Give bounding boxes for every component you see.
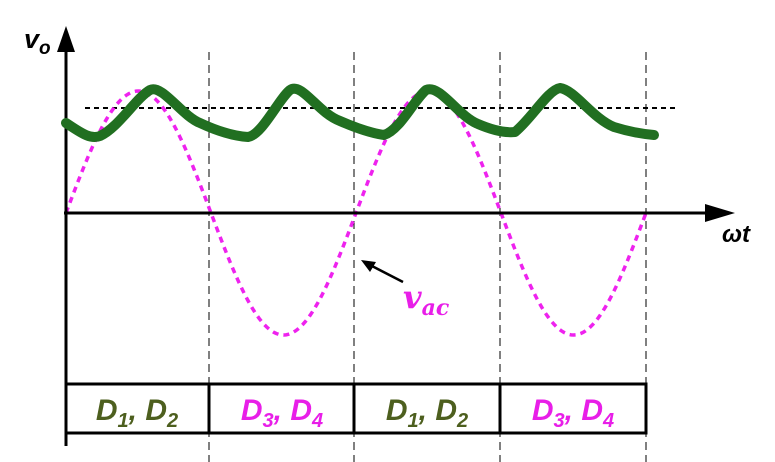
interval-bar-frame	[64, 382, 648, 435]
conduction-interval-bar: D1, D2 D3, D4 D1, D2 D3, D4	[64, 382, 648, 435]
y-axis-label: vo	[24, 24, 51, 59]
x-axis-arrow-icon	[705, 204, 735, 222]
axes	[57, 26, 735, 446]
annotation-arrow-icon	[361, 260, 376, 272]
interval-label-d1-d2: D1, D2	[96, 394, 178, 432]
interval-label-d3-d4: D3, D4	[241, 394, 323, 432]
source-voltage-label: vac	[403, 278, 450, 321]
interval-label-d3-d4: D3, D4	[532, 394, 614, 432]
x-axis-label: ωt	[722, 221, 751, 248]
y-axis-arrow-icon	[57, 26, 75, 52]
annotation-arrow-shaft	[369, 263, 404, 284]
interval-label-d1-d2: D1, D2	[386, 394, 468, 432]
output-voltage-curve	[61, 83, 659, 142]
